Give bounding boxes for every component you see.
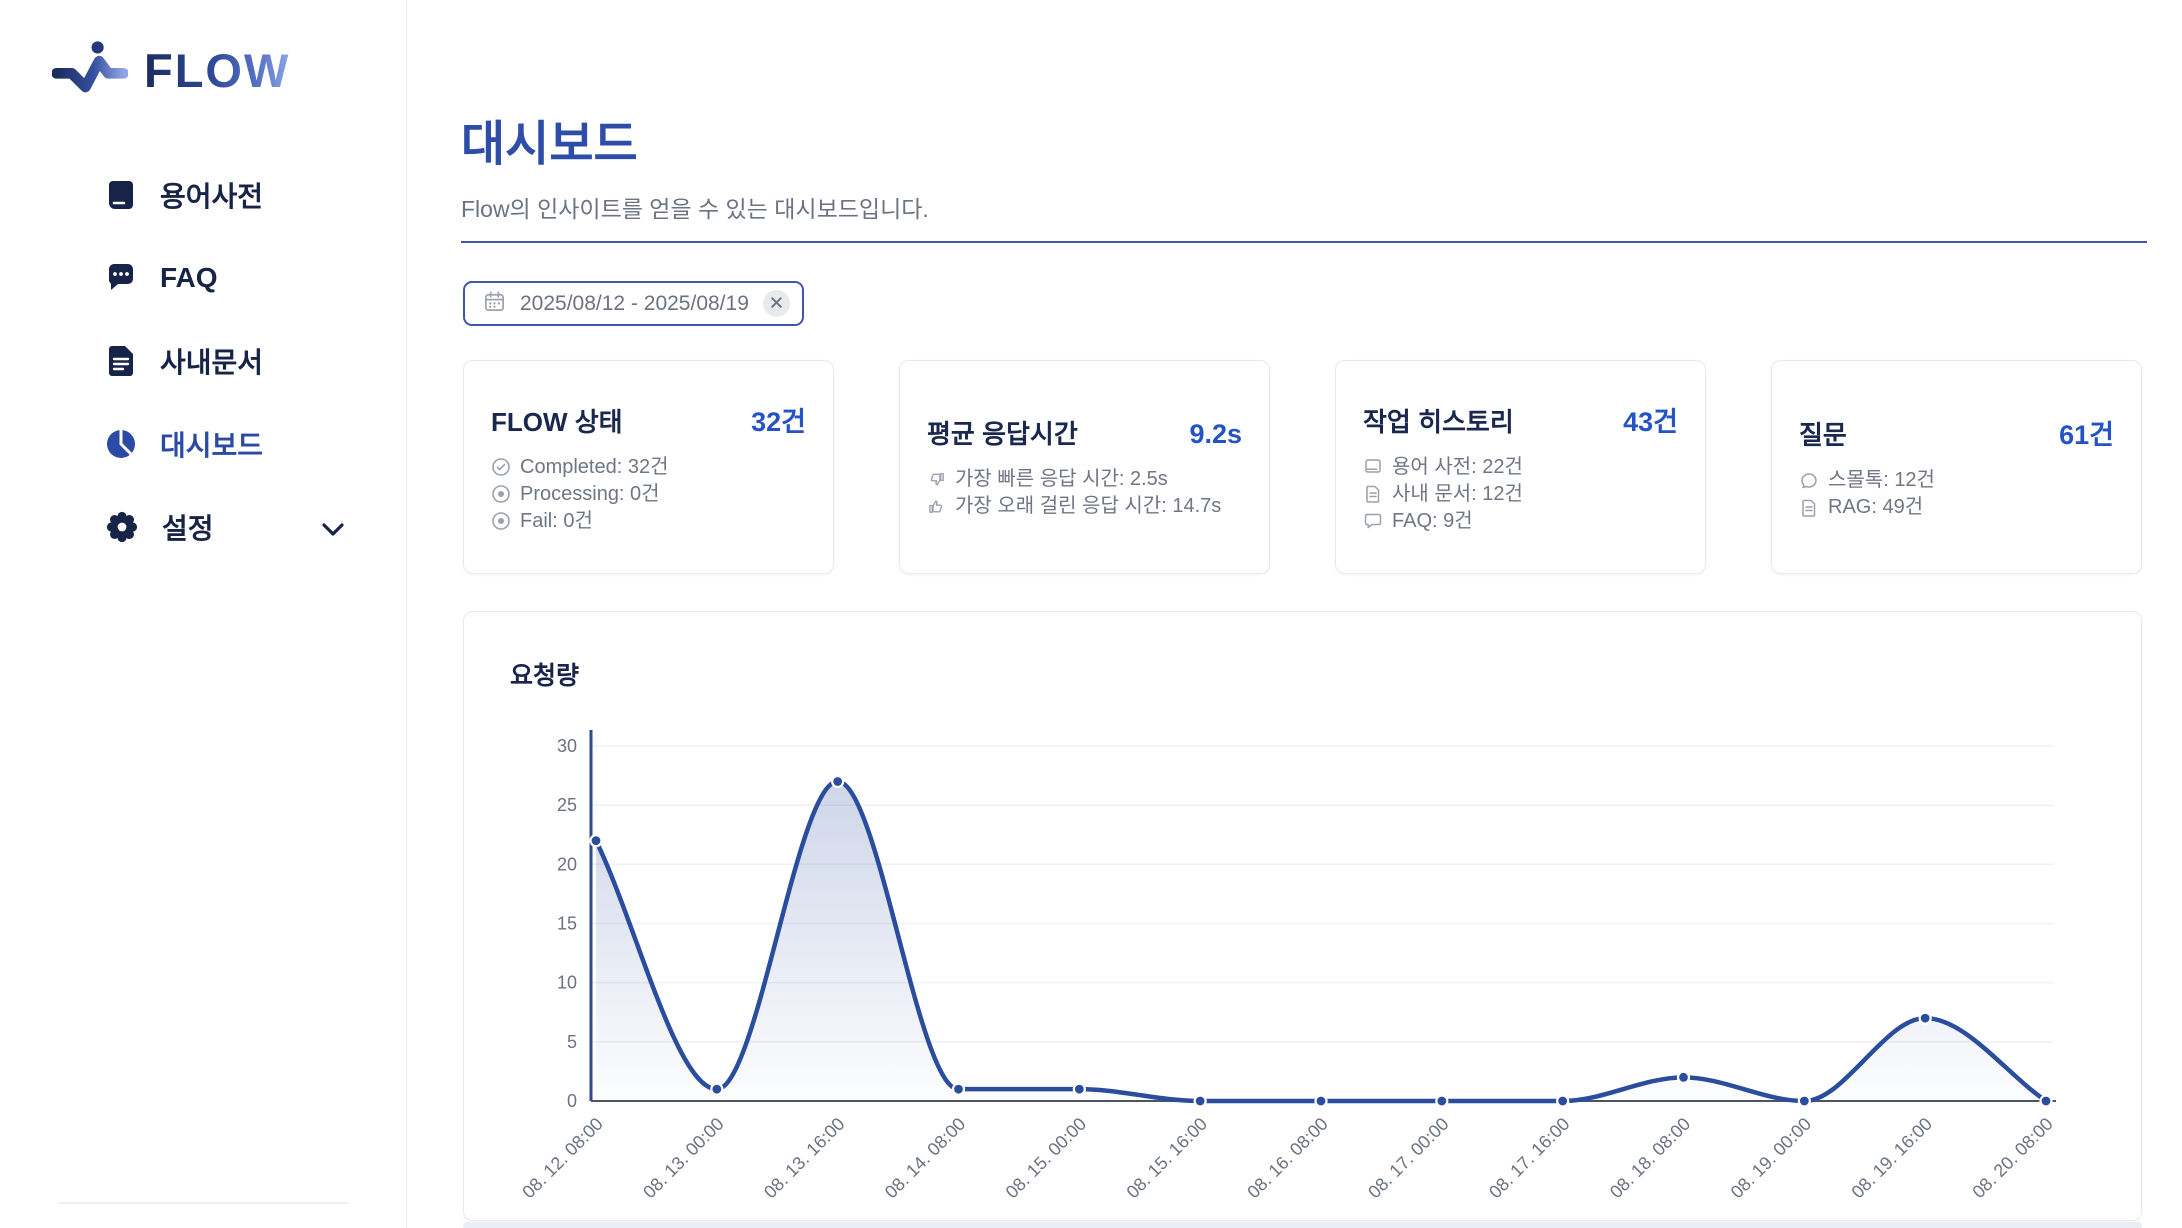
processing-circle-icon — [491, 484, 511, 504]
stat-line: 가장 빠른 응답 시간: 2.5s — [927, 466, 1242, 493]
card-value: 32건 — [751, 406, 806, 437]
stat-line: RAG: 49건 — [1799, 494, 2114, 521]
thumbs-down-icon — [927, 470, 946, 489]
card-title: 질문 — [1799, 420, 1847, 450]
svg-text:20: 20 — [557, 854, 577, 874]
page-title: 대시보드 — [461, 118, 638, 171]
svg-text:25: 25 — [557, 795, 577, 815]
stat-line: Fail: 0건 — [491, 508, 806, 535]
document-icon — [104, 344, 138, 378]
close-icon — [770, 296, 783, 312]
sidebar-item-label: 대시보드 — [160, 429, 264, 461]
sidebar-item-label: FAQ — [160, 261, 218, 293]
stat-line: Processing: 0건 — [491, 481, 806, 508]
sidebar-item-label: 설정 — [162, 512, 214, 544]
logo[interactable]: FLOW — [51, 34, 291, 107]
svg-text:08. 13. 16:00: 08. 13. 16:00 — [760, 1114, 848, 1202]
document-outline-icon — [1363, 484, 1383, 504]
svg-text:08. 15. 00:00: 08. 15. 00:00 — [1002, 1114, 1090, 1202]
sidebar-nav: 용어사전 FAQ 사내문서 대시보드 — [0, 153, 407, 568]
stat-cards-row: FLOW 상태 32건 Completed: 32건 Processing: 0… — [463, 360, 2142, 574]
svg-text:10: 10 — [557, 973, 577, 993]
document-outline-icon — [1799, 498, 1819, 518]
svg-text:0: 0 — [567, 1091, 577, 1111]
calendar-icon — [483, 290, 506, 318]
svg-text:08. 13. 00:00: 08. 13. 00:00 — [639, 1114, 727, 1202]
main-content: 대시보드 Flow의 인사이트를 얻을 수 있는 대시보드입니다. 2025/0… — [407, 0, 2182, 1228]
svg-text:08. 15. 16:00: 08. 15. 16:00 — [1123, 1114, 1211, 1202]
stat-line: 스몰톡: 12건 — [1799, 467, 2114, 494]
logo-text: FLOW — [144, 44, 291, 97]
date-range-value: 2025/08/12 - 2025/08/19 — [520, 291, 749, 315]
book-outline-icon — [1363, 457, 1383, 477]
gear-icon — [104, 509, 140, 545]
requests-chart-card: 0 5 10 15 20 25 30 08. 12. 08:00 08. 13. 00:00 08… — [463, 611, 2142, 1221]
card-value: 9.2s — [1189, 419, 1242, 449]
fail-circle-icon — [491, 511, 511, 531]
stat-card-flow-status: FLOW 상태 32건 Completed: 32건 Processing: 0… — [463, 360, 834, 574]
stat-card-work-history: 작업 히스토리 43건 용어 사전: 22건 사내 문서: 12건 — [1335, 360, 1706, 574]
flow-logo-icon — [51, 34, 129, 107]
stat-line: FAQ: 9건 — [1363, 508, 1678, 535]
title-divider — [461, 241, 2147, 243]
clear-date-filter-button[interactable] — [762, 290, 790, 317]
svg-text:08. 18. 08:00: 08. 18. 08:00 — [1606, 1114, 1694, 1202]
sidebar-item-label: 용어사전 — [160, 180, 264, 212]
stat-line: 가장 오래 걸린 응답 시간: 14.7s — [927, 493, 1242, 520]
svg-text:08. 12. 08:00: 08. 12. 08:00 — [518, 1114, 606, 1202]
chat-outline-icon — [1363, 511, 1383, 531]
svg-text:30: 30 — [557, 736, 577, 756]
svg-text:08. 17. 00:00: 08. 17. 00:00 — [1364, 1114, 1452, 1202]
check-circle-icon — [491, 457, 511, 477]
stat-card-avg-response-time: 평균 응답시간 9.2s 가장 빠른 응답 시간: 2.5s 가장 오래 걸린 … — [899, 360, 1270, 574]
sidebar-item-faq[interactable]: FAQ — [0, 236, 407, 319]
sidebar-divider — [58, 1202, 348, 1204]
chat-outline-icon — [1799, 471, 1819, 491]
sidebar-item-dashboard[interactable]: 대시보드 — [0, 402, 407, 485]
stat-line: 용어 사전: 22건 — [1363, 454, 1678, 481]
stat-line: 사내 문서: 12건 — [1363, 481, 1678, 508]
sidebar-item-glossary[interactable]: 용어사전 — [0, 153, 407, 236]
card-value: 61건 — [2059, 420, 2114, 450]
date-range-filter[interactable]: 2025/08/12 - 2025/08/19 — [463, 281, 804, 326]
requests-line-chart: 0 5 10 15 20 25 30 08. 12. 08:00 08. 13. 00:00 08… — [518, 730, 2057, 1202]
card-title: FLOW 상태 — [491, 406, 623, 437]
sidebar-item-settings[interactable]: 설정 — [0, 485, 407, 568]
sidebar-item-label: 사내문서 — [160, 346, 264, 378]
svg-text:15: 15 — [557, 914, 577, 934]
chart-title: 요청량 — [510, 662, 580, 690]
book-icon — [104, 178, 138, 212]
stat-line: Completed: 32건 — [491, 454, 806, 481]
svg-text:08. 14. 08:00: 08. 14. 08:00 — [881, 1114, 969, 1202]
horizontal-scrollbar[interactable] — [463, 1222, 2142, 1228]
chat-icon — [104, 261, 138, 295]
card-title: 작업 히스토리 — [1363, 406, 1514, 437]
svg-text:5: 5 — [567, 1032, 577, 1052]
chevron-down-icon[interactable] — [322, 511, 344, 543]
thumbs-up-icon — [927, 497, 946, 516]
card-value: 43건 — [1623, 406, 1678, 437]
svg-text:08. 19. 00:00: 08. 19. 00:00 — [1727, 1114, 1815, 1202]
svg-text:08. 20. 08:00: 08. 20. 08:00 — [1968, 1114, 2056, 1202]
card-title: 평균 응답시간 — [927, 419, 1078, 449]
sidebar-item-internal-docs[interactable]: 사내문서 — [0, 319, 407, 402]
svg-text:08. 17. 16:00: 08. 17. 16:00 — [1485, 1114, 1573, 1202]
svg-text:08. 19. 16:00: 08. 19. 16:00 — [1848, 1114, 1936, 1202]
stat-card-questions: 질문 61건 스몰톡: 12건 RAG: 49건 — [1771, 360, 2142, 574]
pie-chart-icon — [104, 427, 138, 461]
page-subtitle: Flow의 인사이트를 얻을 수 있는 대시보드입니다. — [461, 196, 929, 222]
svg-text:08. 16. 08:00: 08. 16. 08:00 — [1243, 1114, 1331, 1202]
sidebar: FLOW 용어사전 FAQ 사내문서 — [0, 0, 407, 1228]
